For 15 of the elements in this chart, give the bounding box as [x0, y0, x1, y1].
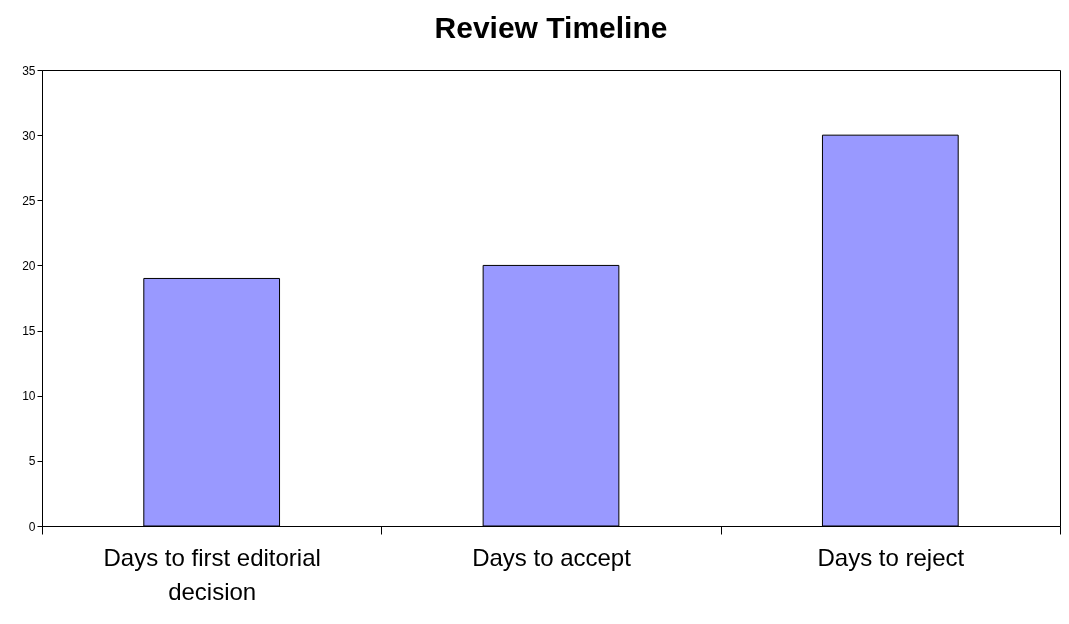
x-tick-label: Days to accept	[472, 543, 632, 571]
chart-title: Review Timeline	[434, 11, 668, 44]
y-tick-label: 25	[22, 193, 36, 208]
bar	[821, 134, 959, 527]
y-tick-label: 5	[28, 454, 36, 469]
x-tick-label: Days to first editorial decision	[103, 543, 321, 605]
x-tick-label: Days to reject	[817, 543, 965, 571]
y-tick-label: 35	[22, 63, 36, 78]
y-tick-label: 0	[28, 519, 36, 534]
y-tick-label: 30	[22, 128, 36, 143]
y-tick-label: 15	[22, 324, 36, 339]
y-tick-label: 10	[22, 389, 36, 404]
bar	[482, 264, 620, 527]
bar	[143, 277, 281, 527]
y-tick-label: 20	[22, 258, 36, 273]
